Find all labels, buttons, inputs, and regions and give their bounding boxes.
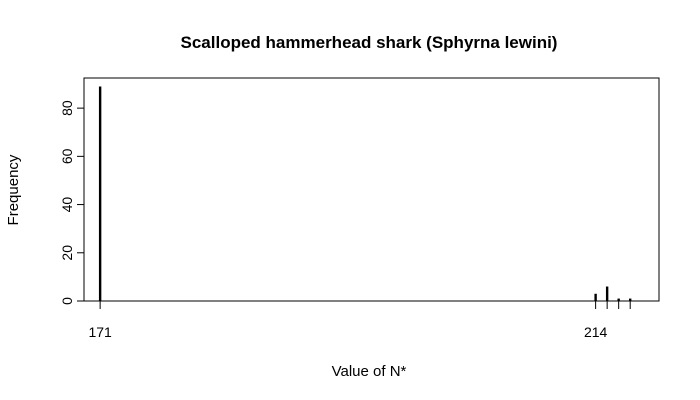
- y-axis-label: Frequency: [5, 154, 22, 225]
- y-axis: 0 20 40 60 80: [59, 100, 85, 305]
- x-tick-label: 171: [88, 324, 112, 340]
- plot-frame: [83, 77, 660, 302]
- x-axis-label: Value of N*: [332, 363, 407, 380]
- x-tick-label: 214: [584, 324, 608, 340]
- y-tick-label: 80: [59, 100, 75, 116]
- bar-series: [98, 86, 632, 301]
- y-tick-label: 20: [59, 245, 75, 261]
- y-tick-label: 0: [59, 297, 75, 305]
- chart-title: Scalloped hammerhead shark (Sphyrna lewi…: [181, 33, 558, 52]
- y-tick-label: 60: [59, 148, 75, 164]
- x-axis: 171 214: [88, 300, 631, 340]
- y-tick-label: 40: [59, 197, 75, 213]
